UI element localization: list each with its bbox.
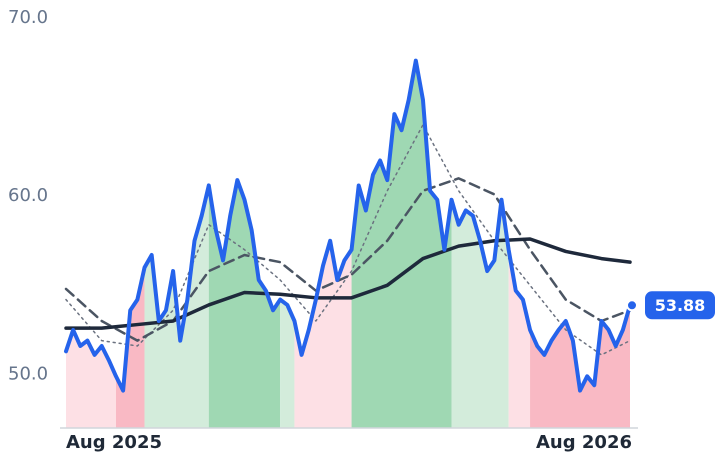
- regime-region: [294, 240, 352, 428]
- series-line: [64, 237, 632, 330]
- last-value-badge: [645, 291, 715, 320]
- y-tick-label: 70.0: [8, 7, 48, 28]
- regime-region: [530, 305, 630, 428]
- series-line: [64, 58, 632, 393]
- regime-region: [351, 60, 452, 429]
- regime-region: [451, 199, 509, 428]
- last-point: [626, 299, 638, 312]
- regime-region: [115, 267, 145, 428]
- regime-region: [280, 299, 295, 428]
- series-line: [65, 124, 631, 356]
- series-line: [64, 177, 632, 342]
- x-tick-label: Aug 2026: [536, 432, 632, 453]
- x-tick-label: Aug 2025: [66, 432, 162, 453]
- last-value-label: 53.88: [655, 296, 706, 315]
- y-tick-label: 50.0: [8, 364, 48, 385]
- y-tick-label: 60.0: [8, 185, 48, 206]
- regime-region: [508, 249, 531, 428]
- regime-region: [66, 329, 116, 428]
